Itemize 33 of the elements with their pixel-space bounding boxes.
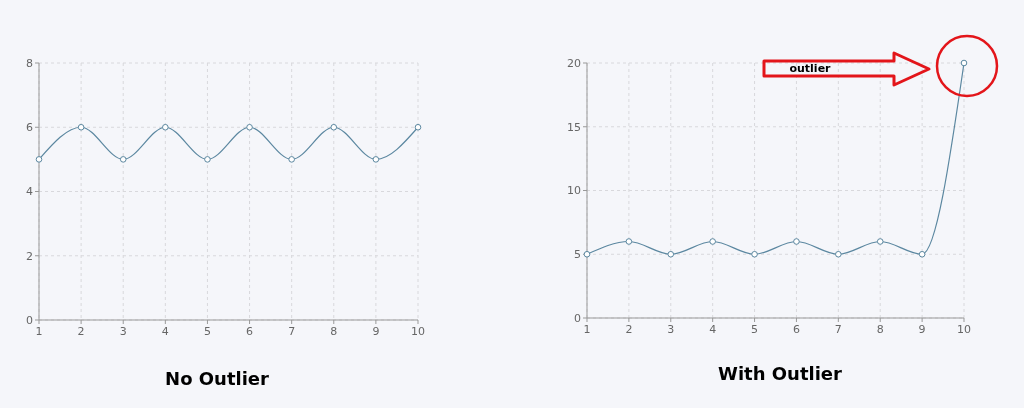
y-tick-label: 10 xyxy=(567,184,581,198)
y-tick-label: 0 xyxy=(26,313,33,327)
x-tick-label: 1 xyxy=(583,323,591,336)
x-tick-label: 4 xyxy=(709,323,717,336)
text: No Outlier xyxy=(165,368,270,389)
x-tick-label: 8 xyxy=(876,323,884,336)
x-tick-label: 5 xyxy=(751,323,759,336)
y-tick-label: 8 xyxy=(26,56,33,70)
x-tick-label: 9 xyxy=(918,323,926,336)
x-tick-label: 6 xyxy=(246,325,254,338)
annotation: outlier xyxy=(789,62,832,75)
x-tick-label: 7 xyxy=(288,325,296,338)
y-tick-label: 0 xyxy=(574,311,581,325)
x-tick-label: 5 xyxy=(203,325,211,338)
x-tick-label: 3 xyxy=(667,323,675,336)
x-tick-label: 10 xyxy=(411,325,425,338)
y-tick-label: 2 xyxy=(26,249,33,263)
x-tick-label: 2 xyxy=(77,325,85,338)
y-tick-label: 15 xyxy=(567,120,581,134)
y-tick-label: 20 xyxy=(567,56,581,70)
x-tick-label: 8 xyxy=(330,325,338,338)
y-tick-label: 4 xyxy=(26,185,33,199)
x-tick-label: 9 xyxy=(372,325,380,338)
x-tick-label: 10 xyxy=(957,323,971,336)
text: With Outlier xyxy=(718,363,843,384)
x-tick-label: 3 xyxy=(119,325,127,338)
x-tick-label: 1 xyxy=(35,325,43,338)
x-tick-label: 2 xyxy=(625,323,633,336)
y-tick-label: 5 xyxy=(574,248,581,262)
x-tick-label: 7 xyxy=(834,323,842,336)
x-tick-label: 6 xyxy=(792,323,800,336)
y-tick-label: 6 xyxy=(26,121,33,135)
x-tick-label: 4 xyxy=(161,325,169,338)
